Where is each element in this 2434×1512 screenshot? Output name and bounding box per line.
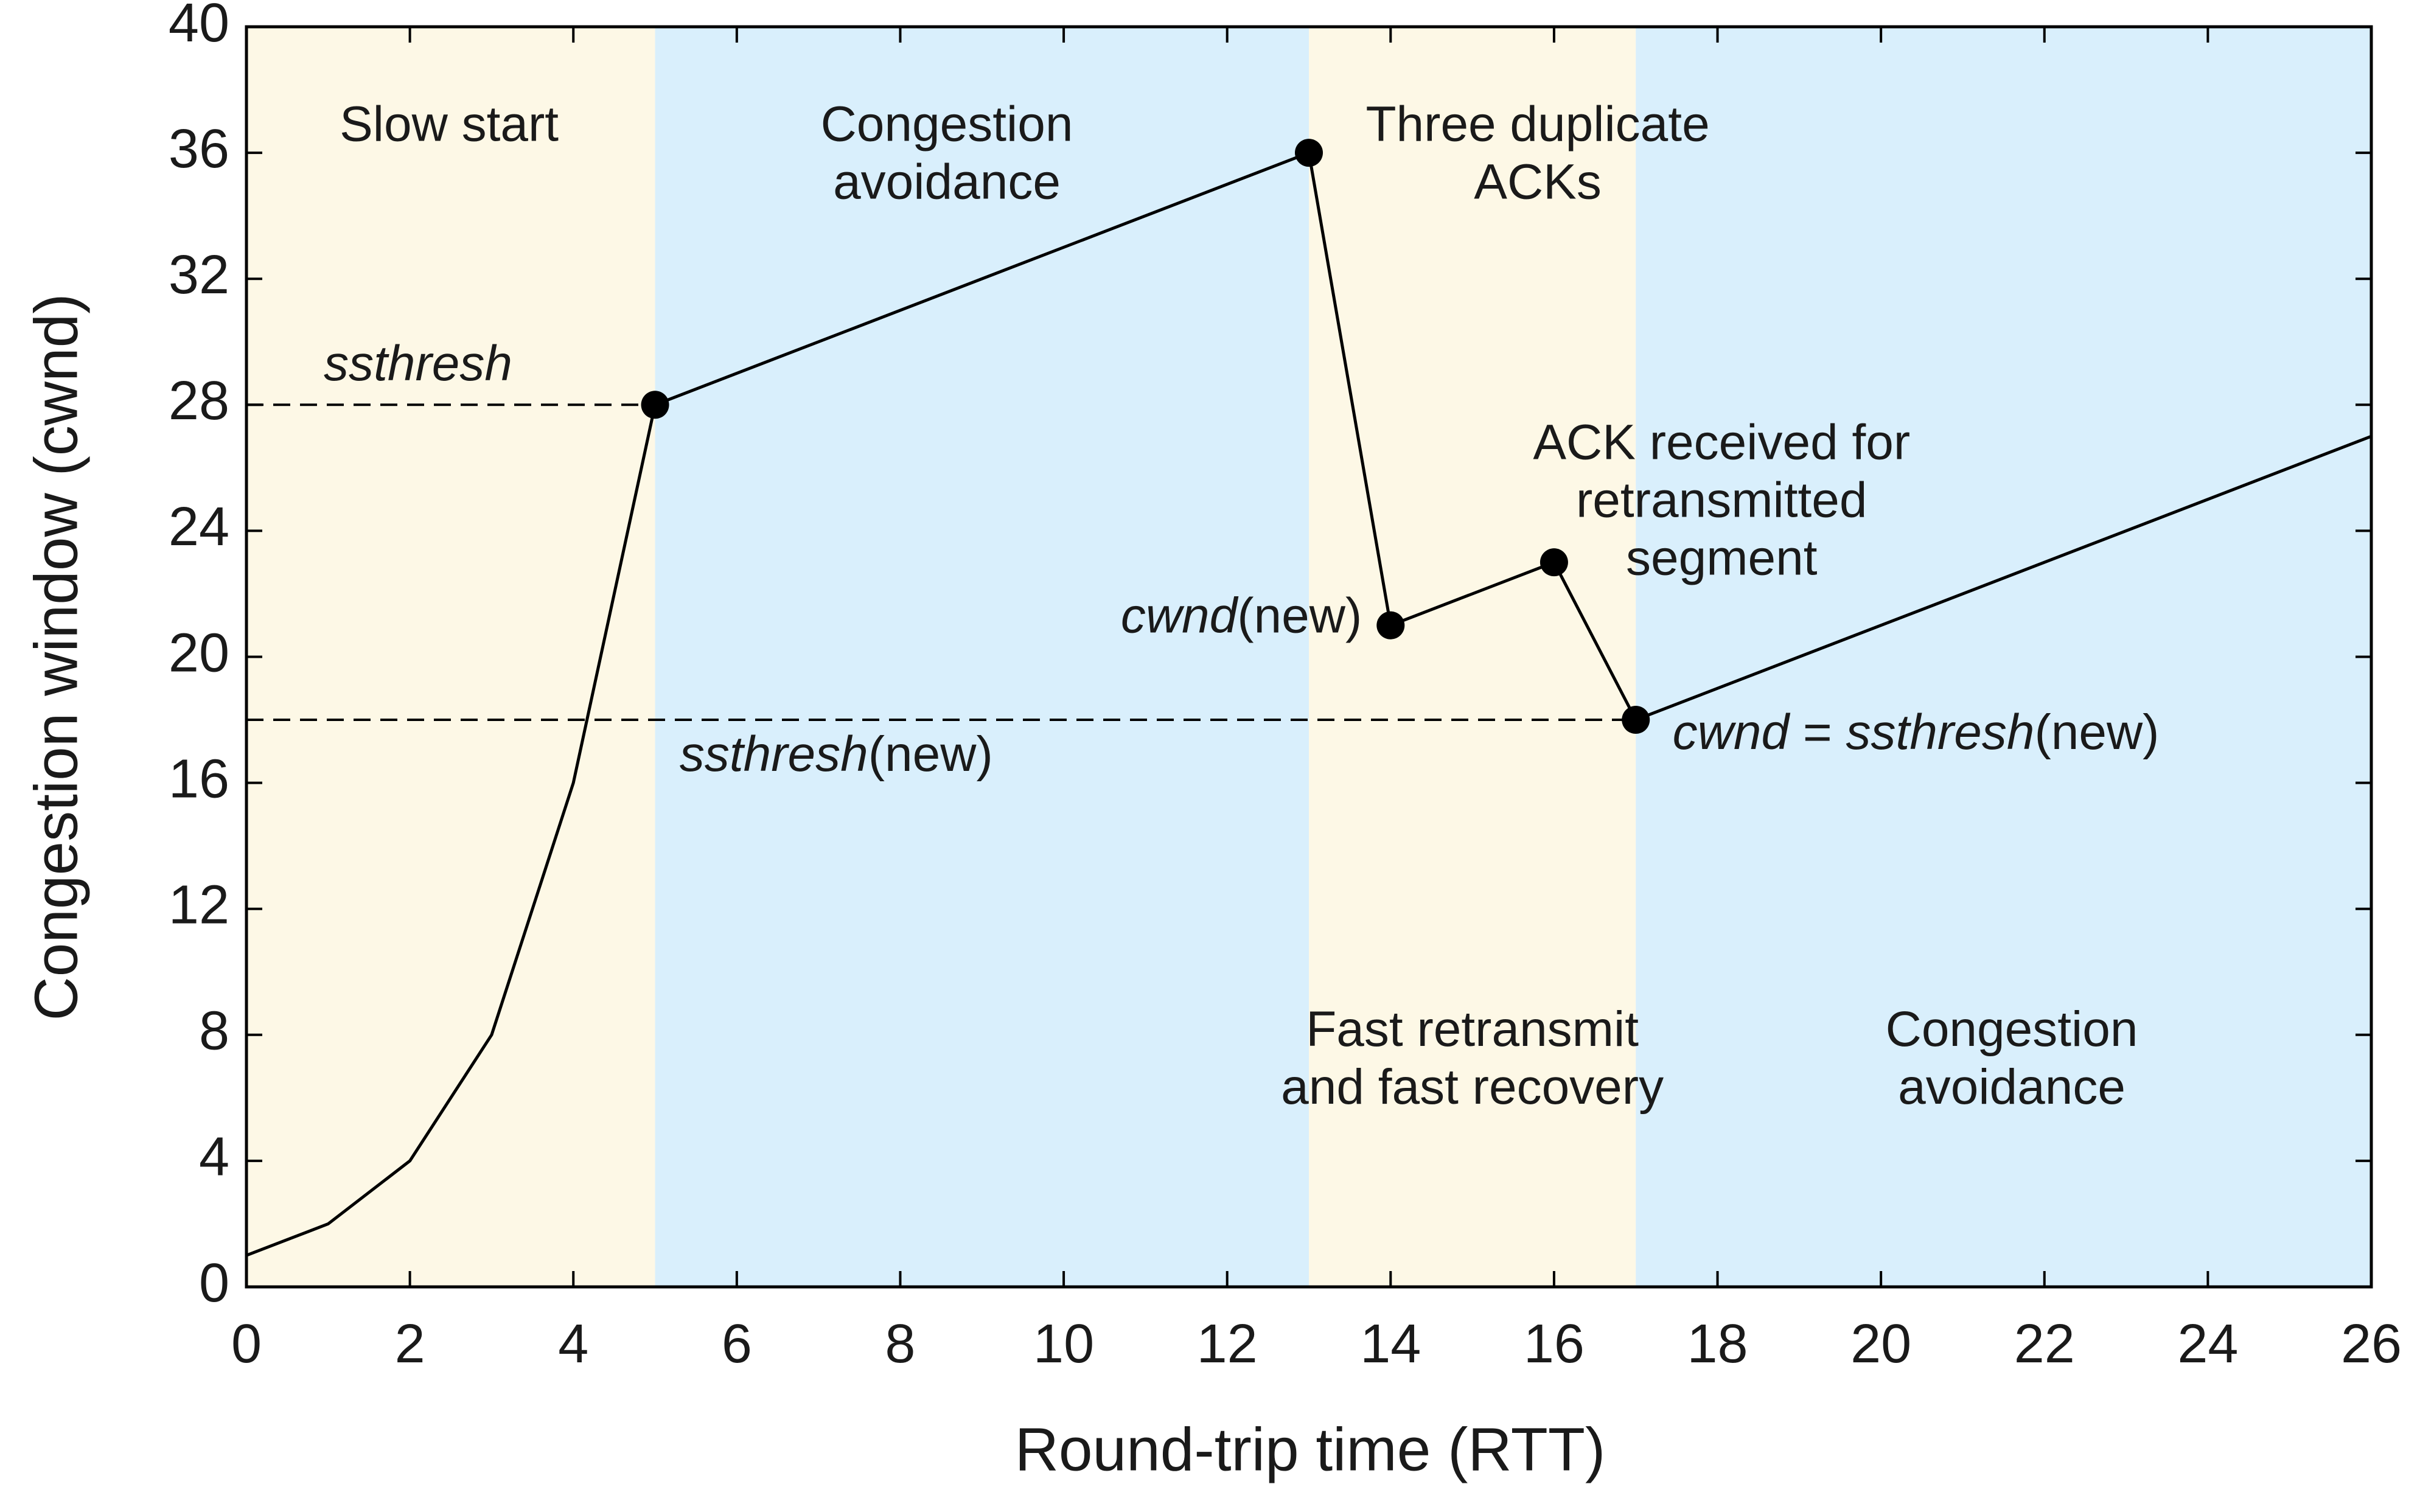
annotation-text: Congestion	[1886, 1002, 2138, 1057]
annotation-text: (new)	[2034, 705, 2159, 760]
y-tick-label: 28	[169, 371, 229, 431]
annotation-text: Three duplicate	[1365, 96, 1709, 152]
annotation-text: (new)	[868, 726, 993, 782]
annotation: ACK received for	[1533, 414, 1910, 470]
data-point	[1295, 139, 1323, 167]
y-tick-label: 12	[169, 874, 229, 935]
x-tick-label: 22	[2014, 1314, 2075, 1374]
annotation: cwnd(new)	[1121, 588, 1362, 643]
annotation-text: ACKs	[1474, 154, 1602, 209]
y-tick-label: 4	[199, 1127, 229, 1188]
y-tick-label: 8	[199, 1001, 229, 1062]
plot-area	[246, 139, 2372, 1257]
phase-region	[1636, 27, 2371, 1287]
phase-region	[1309, 27, 1636, 1287]
annotation: Fast retransmit	[1306, 1002, 1639, 1057]
phase-region	[246, 27, 655, 1287]
annotation: avoidance	[1898, 1059, 2125, 1115]
x-tick-label: 14	[1360, 1314, 1421, 1374]
x-axis-title: Round-trip time (RTT)	[1015, 1415, 1606, 1483]
x-tick-label: 2	[395, 1314, 425, 1374]
x-tick-label: 6	[722, 1314, 752, 1374]
annotation-text: ssthresh	[680, 726, 868, 782]
x-tick-label: 8	[885, 1314, 915, 1374]
annotation: and fast recovery	[1281, 1059, 1664, 1115]
phase-regions	[246, 27, 2371, 1287]
x-tick-label: 26	[2341, 1314, 2402, 1374]
annotation-text: Slow start	[340, 96, 559, 152]
annotation: ACKs	[1474, 154, 1602, 209]
annotation: ssthresh	[324, 336, 512, 391]
x-tick-label: 0	[231, 1314, 262, 1374]
data-point	[1622, 706, 1650, 734]
reference-lines	[246, 403, 1636, 722]
y-tick-label: 0	[199, 1253, 229, 1314]
annotation-text: and fast recovery	[1281, 1059, 1664, 1115]
annotation-text: Fast retransmit	[1306, 1002, 1639, 1057]
annotation-text: cwnd	[1673, 705, 1791, 760]
axes: 0 2 4 6 8 10 12 14 16 18 20 22 24 2604812162024283236…	[169, 0, 2402, 1374]
y-tick-label: 36	[169, 119, 229, 179]
y-tick-label: 40	[169, 0, 229, 54]
y-tick-label: 24	[169, 496, 229, 557]
y-tick-label: 20	[169, 622, 229, 683]
x-tick-label: 18	[1687, 1314, 1748, 1374]
x-tick-label: 20	[1850, 1314, 1911, 1374]
annotation: Congestion	[1886, 1002, 2138, 1057]
annotation: retransmitted	[1576, 472, 1867, 528]
x-tick-label: 24	[2177, 1314, 2238, 1374]
annotation: Three duplicate	[1365, 96, 1709, 152]
annotation-text: segment	[1626, 530, 1818, 585]
annotation: Congestion	[821, 96, 1073, 152]
annotation-text: retransmitted	[1576, 472, 1867, 528]
annotation: ssthresh(new)	[680, 726, 993, 782]
y-tick-label: 32	[169, 245, 229, 305]
x-tick-label: 4	[558, 1314, 588, 1374]
annotation-text: cwnd	[1121, 588, 1239, 643]
phase-region	[655, 27, 1309, 1287]
data-point	[1540, 548, 1568, 577]
annotation-text: ACK received for	[1533, 414, 1910, 470]
data-point	[1376, 611, 1405, 639]
annotation: avoidance	[833, 154, 1061, 209]
y-tick-label: 16	[169, 748, 229, 809]
annotation-text: (new)	[1237, 588, 1362, 643]
annotation: cwnd = ssthresh(new)	[1673, 705, 2160, 760]
annotation-text: ssthresh	[1846, 705, 2035, 760]
x-tick-label: 12	[1197, 1314, 1258, 1374]
x-tick-label: 16	[1524, 1314, 1585, 1374]
annotation: Slow start	[340, 96, 559, 152]
y-axis-title: Congestion window (cwnd)	[22, 293, 90, 1020]
data-point	[641, 391, 669, 419]
annotation-text: avoidance	[1898, 1059, 2125, 1115]
annotation-text: ssthresh	[324, 336, 512, 391]
x-tick-label: 10	[1033, 1314, 1094, 1374]
annotation-text: avoidance	[833, 154, 1061, 209]
annotation-text: Congestion	[821, 96, 1073, 152]
annotation: segment	[1626, 530, 1818, 585]
annotation-text: =	[1789, 705, 1846, 760]
